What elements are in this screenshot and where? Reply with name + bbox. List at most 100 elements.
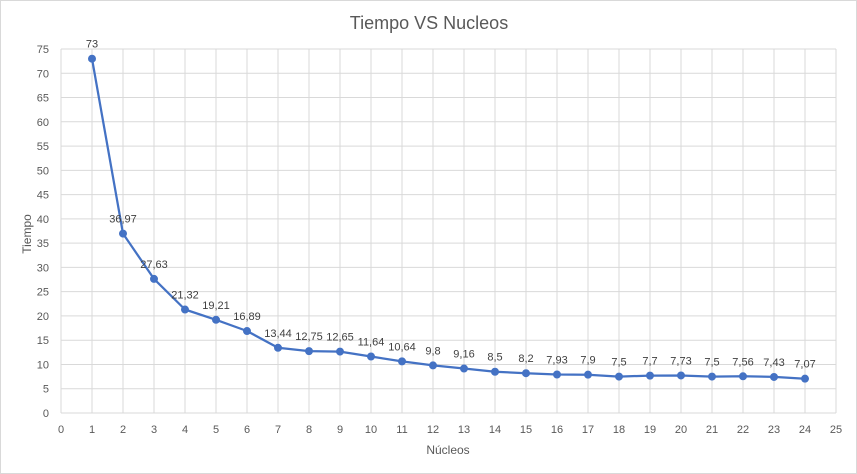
x-tick-label: 3 — [151, 424, 157, 436]
x-tick-label: 16 — [551, 424, 563, 436]
y-tick-label: 70 — [37, 68, 49, 80]
x-tick-label: 4 — [182, 424, 188, 436]
y-axis-label: Tiempo — [20, 214, 34, 254]
y-tick-label: 75 — [37, 44, 49, 56]
data-point — [212, 315, 220, 324]
x-tick-label: 22 — [737, 424, 749, 436]
gridlines — [60, 48, 837, 414]
data-point — [150, 274, 158, 283]
data-point — [770, 372, 778, 381]
x-tick-label: 18 — [613, 424, 625, 436]
data-point — [429, 361, 437, 370]
data-point — [646, 371, 654, 380]
data-point — [491, 367, 499, 376]
y-tick-label: 50 — [37, 165, 49, 177]
x-tick-labels: 0 1 2 3 4 5 6 7 8 9 10 11 12 13 14 15 16 17 18 19 20 21 22 23 24… — [58, 424, 842, 436]
data-label: 7,43 — [763, 357, 784, 369]
x-tick-label: 15 — [520, 424, 532, 436]
data-label: 16,89 — [233, 311, 261, 323]
x-axis-label: Núcleos — [426, 443, 469, 457]
data-point — [243, 327, 251, 336]
x-tick-label: 14 — [489, 424, 501, 436]
data-point — [708, 372, 716, 381]
data-label: 8,2 — [518, 353, 533, 365]
data-point — [615, 372, 623, 381]
data-series — [88, 54, 809, 383]
data-label: 7,9 — [580, 355, 595, 367]
y-tick-label: 15 — [37, 335, 49, 347]
x-tick-label: 11 — [396, 424, 407, 436]
y-tick-label: 30 — [37, 262, 49, 274]
x-tick-label: 12 — [427, 424, 439, 436]
x-tick-label: 25 — [830, 424, 842, 436]
data-label: 12,65 — [326, 332, 354, 344]
x-tick-label: 9 — [337, 424, 343, 436]
x-tick-label: 0 — [58, 424, 64, 436]
data-point — [119, 229, 127, 238]
x-tick-label: 13 — [458, 424, 470, 436]
data-point — [553, 370, 561, 379]
x-tick-label: 7 — [275, 424, 281, 436]
data-label: 73 — [86, 39, 98, 51]
data-point — [367, 352, 375, 361]
x-tick-label: 21 — [706, 424, 718, 436]
x-tick-label: 10 — [365, 424, 377, 436]
data-point — [677, 371, 685, 380]
data-label: 7,7 — [642, 356, 657, 368]
y-tick-label: 0 — [43, 408, 49, 420]
data-label: 7,93 — [546, 355, 567, 367]
y-tick-label: 20 — [37, 311, 49, 323]
data-point — [584, 370, 592, 379]
data-point — [398, 357, 406, 366]
y-tick-labels: 0 5 10 15 20 25 30 35 40 45 50 55 60 65 70 75 — [37, 44, 49, 420]
x-tick-label: 19 — [644, 424, 656, 436]
data-point — [88, 54, 96, 63]
x-tick-label: 1 — [89, 424, 95, 436]
data-label: 7,5 — [704, 357, 719, 369]
data-label: 27,63 — [140, 259, 168, 271]
data-point — [181, 305, 189, 314]
data-label: 7,5 — [611, 357, 626, 369]
x-tick-label: 5 — [213, 424, 219, 436]
data-label: 36,97 — [109, 214, 137, 226]
x-tick-label: 6 — [244, 424, 250, 436]
data-label: 11,64 — [358, 337, 385, 349]
data-label: 9,8 — [425, 345, 440, 357]
x-tick-label: 8 — [306, 424, 312, 436]
data-label: 13,44 — [264, 328, 292, 340]
data-label: 19,21 — [202, 300, 230, 312]
x-tick-label: 20 — [675, 424, 687, 436]
y-tick-label: 45 — [37, 190, 49, 202]
data-point — [460, 364, 468, 373]
x-tick-label: 23 — [768, 424, 780, 436]
data-point — [739, 372, 747, 381]
data-label: 9,16 — [453, 349, 474, 361]
y-tick-label: 55 — [37, 141, 49, 153]
data-label: 7,73 — [670, 355, 691, 367]
data-label: 12,75 — [295, 331, 323, 343]
y-tick-label: 5 — [43, 384, 49, 396]
data-point — [522, 369, 530, 378]
data-point — [274, 343, 282, 352]
x-tick-label: 17 — [582, 424, 594, 436]
y-tick-label: 10 — [37, 359, 49, 371]
x-tick-label: 24 — [799, 424, 811, 436]
y-tick-label: 65 — [37, 93, 49, 105]
data-label: 7,56 — [732, 356, 753, 368]
data-label: 10,64 — [388, 341, 416, 353]
series-line — [90, 58, 806, 380]
data-label: 7,07 — [794, 359, 815, 371]
data-label: 8,5 — [487, 352, 502, 364]
data-point — [801, 374, 809, 383]
y-tick-label: 35 — [37, 238, 49, 250]
y-tick-label: 60 — [37, 117, 49, 129]
y-tick-label: 25 — [37, 287, 49, 299]
data-label: 21,32 — [171, 290, 199, 302]
data-point — [305, 347, 313, 356]
data-point — [336, 347, 344, 356]
x-tick-label: 2 — [120, 424, 126, 436]
chart-title: Tiempo VS Nucleos — [350, 13, 508, 33]
